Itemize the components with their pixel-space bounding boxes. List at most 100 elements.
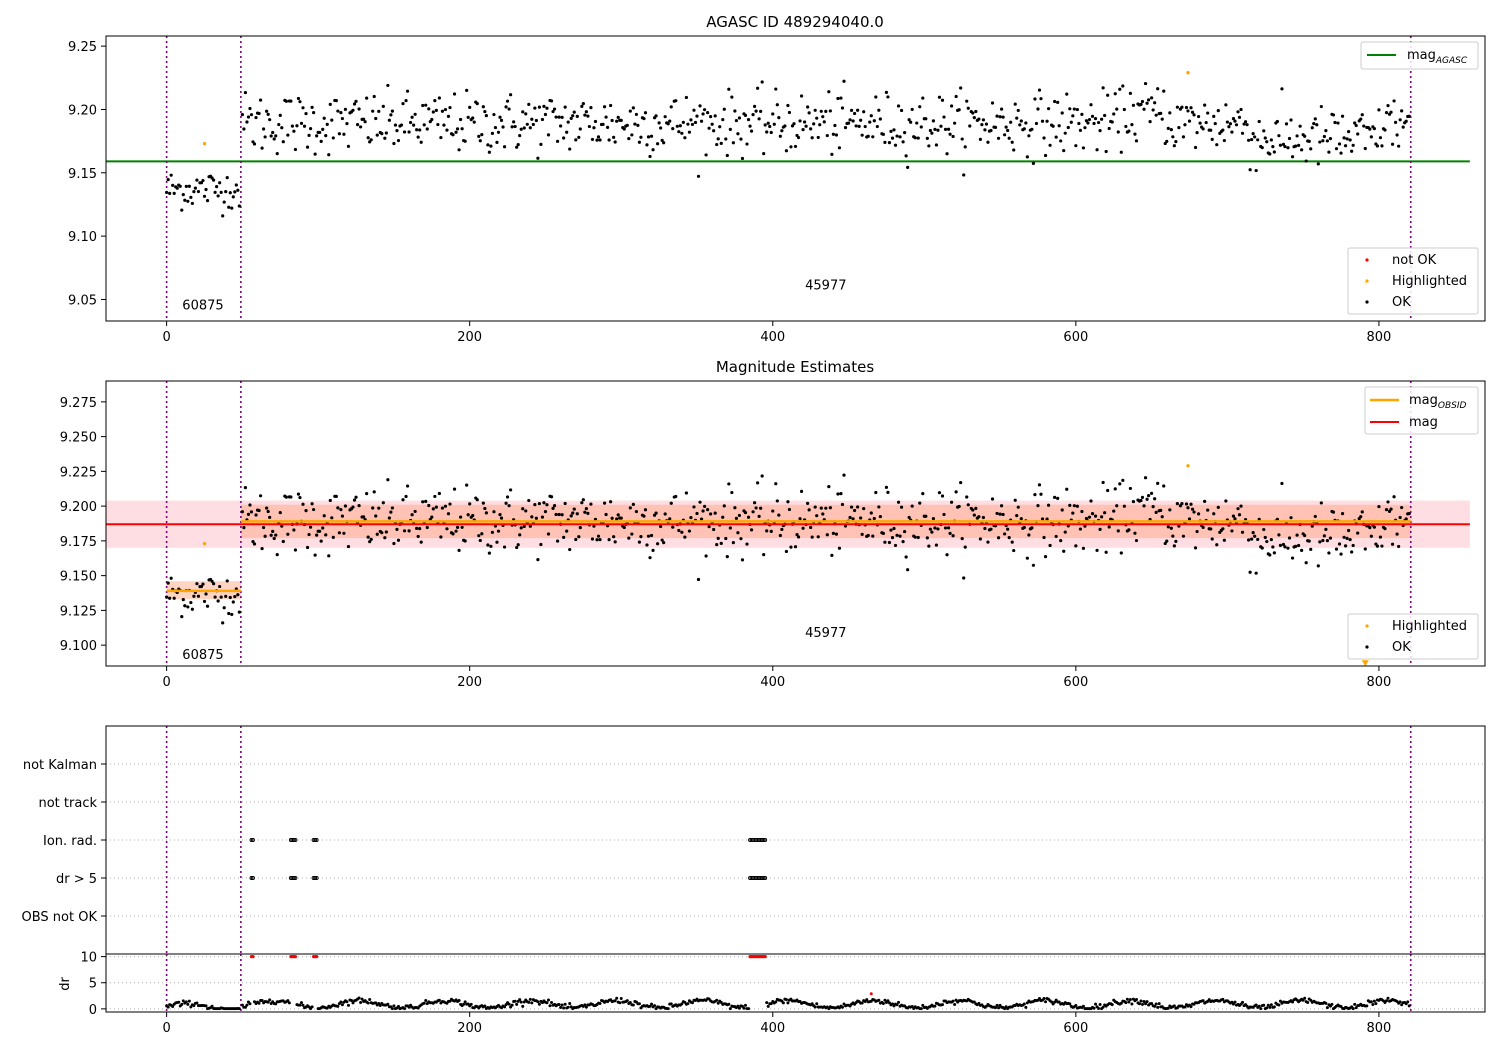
ok-point xyxy=(660,538,664,542)
ok-point xyxy=(439,535,443,539)
dr-point xyxy=(286,999,290,1003)
ok-point xyxy=(1186,109,1190,113)
ok-point xyxy=(671,525,675,529)
ok-point xyxy=(555,539,560,543)
ok-point xyxy=(813,108,817,112)
ok-point xyxy=(1098,129,1102,133)
dr-point xyxy=(1385,999,1388,1003)
ok-point xyxy=(1001,512,1005,517)
ok-point xyxy=(949,104,954,108)
highlighted-point xyxy=(1186,71,1190,75)
ok-point xyxy=(1116,529,1120,533)
ok-point xyxy=(195,582,199,586)
ok-point xyxy=(627,536,631,540)
ok-point xyxy=(789,545,793,549)
dr-point xyxy=(1201,999,1205,1003)
ok-point xyxy=(1265,140,1269,144)
ok-point xyxy=(881,132,885,136)
dr-point xyxy=(728,1007,732,1011)
dr-point xyxy=(504,1003,508,1007)
ok-point xyxy=(1380,544,1384,548)
ok-point xyxy=(181,597,185,602)
ok-point xyxy=(740,558,745,562)
ok-point xyxy=(674,494,678,499)
dr-point xyxy=(1306,1000,1310,1004)
ok-point xyxy=(1143,476,1148,480)
flag-point xyxy=(291,876,296,880)
ok-point xyxy=(630,532,634,536)
ok-point xyxy=(487,150,491,154)
ok-point xyxy=(719,541,723,545)
ok-point xyxy=(527,498,531,503)
ok-point xyxy=(402,529,407,533)
ok-point xyxy=(236,593,240,597)
ok-point xyxy=(1242,122,1246,126)
ok-point xyxy=(895,134,899,138)
ok-point xyxy=(1262,129,1266,133)
ok-point xyxy=(937,95,942,99)
dr-point xyxy=(368,997,372,1001)
ok-point xyxy=(828,109,832,113)
ok-point xyxy=(1013,498,1017,502)
ok-point xyxy=(419,140,423,144)
ok-point xyxy=(765,130,769,134)
ok-point xyxy=(828,506,832,510)
ok-point xyxy=(286,532,290,536)
ok-point xyxy=(563,105,567,109)
ok-point xyxy=(1345,137,1349,141)
ok-point xyxy=(1093,514,1098,518)
ok-point xyxy=(1122,504,1126,508)
ok-point xyxy=(481,501,485,505)
ok-point xyxy=(1075,107,1079,112)
ok-point xyxy=(440,506,445,510)
ok-point xyxy=(615,517,619,521)
ok-point xyxy=(1189,106,1193,110)
ok-point xyxy=(263,135,267,139)
ok-point xyxy=(315,134,319,138)
ok-point xyxy=(1056,496,1060,500)
ok-point xyxy=(978,137,982,141)
ok-point xyxy=(1304,561,1308,565)
ok-point xyxy=(1286,546,1290,550)
ok-point xyxy=(722,107,726,111)
ok-point xyxy=(431,507,435,511)
ok-point xyxy=(312,110,316,115)
ok-point xyxy=(342,531,346,535)
dr-point xyxy=(766,1004,770,1008)
flag-point xyxy=(249,838,254,842)
ok-point xyxy=(1289,118,1293,122)
ok-point xyxy=(710,122,714,126)
ok-point xyxy=(971,508,975,512)
flag-point xyxy=(763,838,768,842)
ok-point xyxy=(907,118,911,122)
flag-point xyxy=(314,876,319,880)
ok-point xyxy=(1239,504,1243,508)
ok-point xyxy=(824,506,828,510)
dr-point xyxy=(686,1002,690,1006)
ok-point xyxy=(305,145,310,149)
dr-point xyxy=(940,1003,944,1007)
ok-point xyxy=(313,553,317,557)
ok-point xyxy=(1256,138,1260,142)
obsid-label-60875: 60875 xyxy=(182,299,223,314)
p1-ytick-label-3: 9.20 xyxy=(68,103,97,118)
ok-point xyxy=(813,505,817,509)
dr-point xyxy=(1221,997,1225,1001)
ok-point xyxy=(1333,120,1337,125)
ok-point xyxy=(607,538,611,542)
ok-point xyxy=(446,114,451,119)
ok-point xyxy=(733,506,737,510)
dr-point xyxy=(1272,1005,1276,1009)
ok-point xyxy=(560,513,564,517)
ok-point xyxy=(1139,102,1143,106)
dr-point xyxy=(1042,997,1046,1001)
ok-point xyxy=(387,516,391,520)
ok-point xyxy=(774,87,778,91)
p4-xtick-label-200: 200 xyxy=(457,1021,482,1036)
ok-point xyxy=(960,137,964,141)
ok-point xyxy=(1321,538,1325,543)
ok-point xyxy=(974,109,978,114)
ok-point xyxy=(1400,109,1404,113)
ok-point xyxy=(290,124,294,128)
ok-point xyxy=(1281,542,1286,547)
